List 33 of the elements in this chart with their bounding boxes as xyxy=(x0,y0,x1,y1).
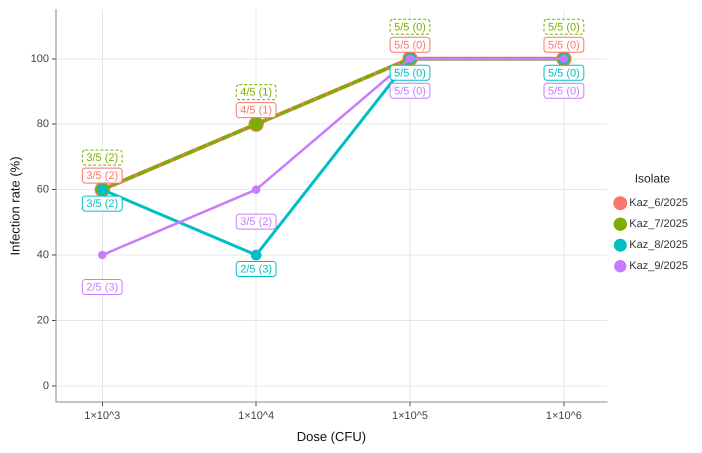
data-label: 5/5 (0) xyxy=(394,21,426,34)
data-label: 5/5 (0) xyxy=(394,85,426,98)
data-label: 5/5 (0) xyxy=(394,67,426,80)
legend-label: Kaz_9/2025 xyxy=(629,260,688,272)
data-label: 5/5 (0) xyxy=(548,39,580,52)
x-tick-label: 1×10^4 xyxy=(238,410,274,422)
data-label: 4/5 (1) xyxy=(240,104,272,117)
y-tick-label: 80 xyxy=(36,118,49,130)
data-label: 5/5 (0) xyxy=(394,39,426,52)
y-axis-title: Infection rate (%) xyxy=(7,156,22,256)
data-label: 5/5 (0) xyxy=(548,67,580,80)
x-axis-title: Dose (CFU) xyxy=(296,428,366,444)
legend-label: Kaz_7/2025 xyxy=(629,218,688,230)
legend-label: Kaz_6/2025 xyxy=(629,197,688,210)
data-label: 5/5 (0) xyxy=(548,85,580,98)
y-tick-label: 60 xyxy=(36,184,49,196)
legend-label: Kaz_8/2025 xyxy=(629,239,688,252)
data-label: 5/5 (0) xyxy=(548,21,580,34)
x-tick-label: 1×10^6 xyxy=(546,410,582,422)
data-label: 3/5 (2) xyxy=(86,198,118,210)
data-label: 4/5 (1) xyxy=(240,86,272,99)
x-tick-label: 1×10^5 xyxy=(392,410,428,422)
y-tick-label: 0 xyxy=(42,380,49,392)
data-label: 3/5 (2) xyxy=(86,170,118,182)
legend-title: Isolate xyxy=(634,172,670,186)
y-tick-label: 40 xyxy=(36,249,49,262)
data-label: 2/5 (3) xyxy=(86,282,118,294)
y-tick-label: 20 xyxy=(36,314,49,326)
data-label: 3/5 (2) xyxy=(86,152,118,164)
y-tick-label: 100 xyxy=(30,52,49,65)
data-label: 3/5 (2) xyxy=(240,216,272,228)
data-label: 2/5 (3) xyxy=(240,264,272,276)
x-tick-label: 1×10^3 xyxy=(84,410,120,422)
